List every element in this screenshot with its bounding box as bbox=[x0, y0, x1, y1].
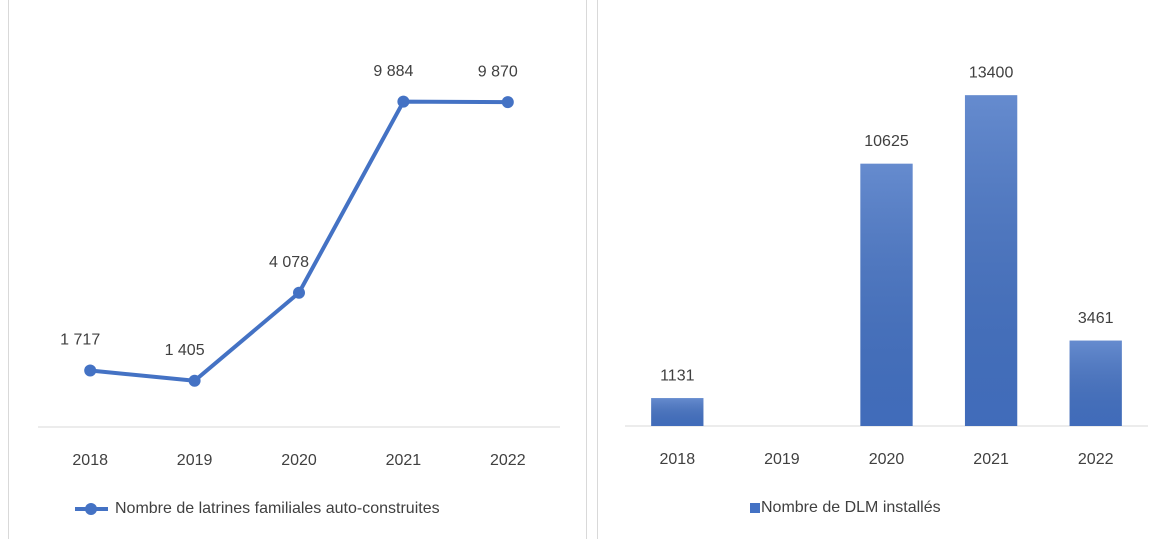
x-tick-label: 2018 bbox=[660, 451, 696, 468]
data-label: 1131 bbox=[660, 367, 695, 384]
data-label: 13400 bbox=[969, 64, 1014, 81]
legend-label: Nombre de latrines familiales auto-const… bbox=[115, 500, 440, 517]
x-tick-label: 2019 bbox=[764, 451, 800, 468]
bar-shade bbox=[964, 95, 1018, 426]
legend-label: Nombre de DLM installés bbox=[761, 499, 941, 516]
point bbox=[501, 96, 514, 109]
point bbox=[293, 286, 305, 299]
data-label: 9 884 bbox=[373, 63, 413, 80]
x-tick-label: 2021 bbox=[386, 452, 422, 469]
point bbox=[397, 95, 410, 108]
x-tick-label: 2022 bbox=[1078, 451, 1114, 468]
bar-shade bbox=[651, 398, 704, 426]
data-label: 1 405 bbox=[165, 342, 205, 359]
data-label: 10625 bbox=[864, 133, 909, 150]
x-tick-label: 2018 bbox=[72, 452, 108, 469]
panel bbox=[8, 0, 587, 539]
x-tick-label: 2021 bbox=[973, 451, 1009, 468]
data-label: 1 717 bbox=[60, 332, 100, 349]
point bbox=[188, 374, 201, 387]
panel bbox=[597, 0, 1165, 539]
data-label: 9 870 bbox=[478, 63, 518, 80]
legend-marker bbox=[85, 503, 97, 515]
legend-marker bbox=[750, 503, 760, 513]
bar-shade bbox=[860, 163, 913, 426]
bar-shade bbox=[1069, 340, 1122, 426]
point bbox=[84, 364, 97, 377]
x-tick-label: 2020 bbox=[281, 452, 317, 469]
x-tick-label: 2022 bbox=[490, 452, 526, 469]
line bbox=[90, 99, 508, 383]
x-tick-label: 2019 bbox=[177, 452, 213, 469]
data-label: 4 078 bbox=[269, 254, 309, 271]
data-label: 3461 bbox=[1078, 310, 1114, 327]
x-tick-label: 2020 bbox=[869, 451, 905, 468]
